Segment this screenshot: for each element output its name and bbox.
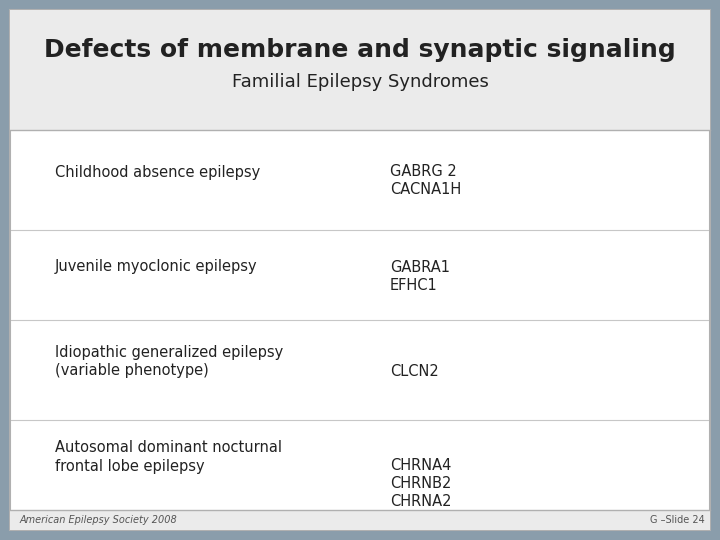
Text: (variable phenotype): (variable phenotype) (55, 363, 209, 379)
Text: frontal lobe epilepsy: frontal lobe epilepsy (55, 458, 204, 474)
Text: CHRNA2: CHRNA2 (390, 495, 451, 510)
Text: Childhood absence epilepsy: Childhood absence epilepsy (55, 165, 260, 179)
Text: CHRNB2: CHRNB2 (390, 476, 451, 491)
Text: American Epilepsy Society 2008: American Epilepsy Society 2008 (20, 515, 178, 525)
Bar (10, 10, 710, 130)
Text: Defects of membrane and synaptic signaling: Defects of membrane and synaptic signali… (44, 38, 676, 62)
Text: Autosomal dominant nocturnal: Autosomal dominant nocturnal (55, 441, 282, 456)
Text: Idiopathic generalized epilepsy: Idiopathic generalized epilepsy (55, 346, 283, 361)
Bar (10, 510, 710, 530)
Text: CHRNA4: CHRNA4 (390, 458, 451, 474)
Text: GABRA1: GABRA1 (390, 260, 450, 274)
Text: Juvenile myoclonic epilepsy: Juvenile myoclonic epilepsy (55, 260, 258, 274)
Text: CACNA1H: CACNA1H (390, 183, 462, 198)
Text: GABRG 2: GABRG 2 (390, 165, 456, 179)
Text: EFHC1: EFHC1 (390, 278, 438, 293)
Text: Familial Epilepsy Syndromes: Familial Epilepsy Syndromes (232, 73, 488, 91)
Text: CLCN2: CLCN2 (390, 363, 438, 379)
Text: G –Slide 24: G –Slide 24 (650, 515, 705, 525)
